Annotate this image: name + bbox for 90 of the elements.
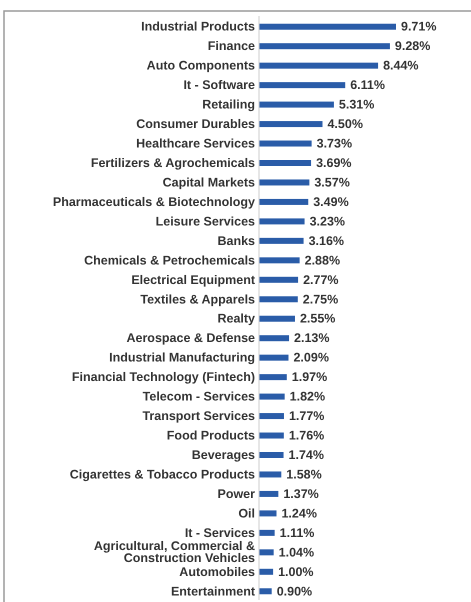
y-tick-label: Capital Markets (162, 175, 256, 190)
y-tick-label: Textiles & Apparels (140, 292, 256, 306)
y-tick-label: Power (217, 486, 256, 501)
y-tick-label: Entertainment (170, 584, 256, 598)
data-label: 5.31% (338, 98, 374, 112)
y-tick-label: Electrical Equipment (131, 272, 256, 287)
y-tick-label: Food Products (166, 428, 256, 443)
bar (259, 43, 390, 50)
y-tick-label: Telecom - Services (142, 390, 256, 404)
y-tick-label: Aerospace & Defense (126, 331, 256, 346)
bar (259, 316, 295, 322)
bar (259, 121, 322, 128)
data-label: 1.37% (283, 486, 319, 501)
data-label: 0.90% (276, 584, 312, 598)
y-tick-label: Automobiles (179, 564, 256, 579)
y-tick-label: Pharmaceuticals & Biotechnology (52, 194, 256, 209)
bar (259, 276, 298, 283)
bar (259, 471, 282, 478)
y-tick-label: Fertilizers & Agrochemicals (90, 156, 256, 170)
bar (259, 374, 287, 380)
data-label: 9.71% (401, 20, 436, 34)
y-tick-label: Leisure Services (156, 214, 256, 228)
bar (259, 432, 284, 439)
bar (259, 394, 285, 400)
data-label: 3.69% (316, 156, 352, 170)
data-label: 3.49% (313, 194, 349, 209)
y-tick-label: It - Services (184, 526, 256, 540)
data-label: 8.44% (383, 58, 419, 73)
y-tick-label: Industrial Manufacturing (109, 350, 255, 365)
bar (259, 179, 310, 186)
data-label: 6.11% (350, 78, 385, 92)
data-label: 1.04% (278, 545, 314, 560)
bar (259, 549, 274, 556)
y-tick-label: Chemicals & Petrochemicals (84, 253, 256, 268)
bar (259, 588, 272, 594)
bar (259, 82, 346, 88)
bar (259, 24, 396, 30)
bar (259, 238, 304, 244)
y-tick-label: Oil (238, 506, 255, 520)
data-label: 2.13% (294, 331, 330, 346)
data-label: 2.75% (302, 292, 338, 306)
data-label: 4.50% (327, 117, 363, 132)
bar (259, 198, 308, 205)
y-tick-label: It - Software (183, 78, 256, 92)
y-tick-label: Beverages (192, 448, 256, 462)
data-label: 2.88% (304, 253, 340, 268)
bar (259, 296, 298, 302)
data-label: 2.55% (300, 312, 336, 326)
bar (259, 218, 305, 224)
data-label: 1.00% (278, 564, 314, 579)
y-tick-label: Cigarettes & Tobacco Products (70, 467, 256, 482)
data-label: 2.77% (303, 272, 339, 287)
bar (259, 510, 276, 516)
y-tick-label: Retailing (202, 98, 255, 112)
bar (259, 490, 278, 497)
y-tick-label: Agricultural, Commercial & Construction Vehicles (94, 538, 256, 565)
data-label: 3.57% (314, 175, 350, 190)
bar (259, 102, 334, 108)
data-label: 1.74% (288, 448, 324, 462)
data-label: 1.97% (292, 370, 328, 384)
y-tick-label: Financial Technology (Fintech) (72, 370, 255, 384)
y-tick-label: Auto Components (146, 58, 256, 73)
bar (259, 413, 284, 420)
bar (259, 62, 378, 69)
data-label: 3.73% (316, 136, 352, 151)
bar (259, 568, 274, 575)
bar (259, 354, 288, 361)
data-label: 3.23% (310, 214, 346, 228)
bar (259, 140, 312, 147)
data-label: 3.16% (308, 234, 344, 248)
y-tick-label: Healthcare Services (136, 136, 256, 151)
y-tick-label: Industrial Products (141, 20, 256, 34)
data-label: 9.28% (394, 39, 430, 54)
data-label: 2.09% (293, 350, 329, 365)
data-label: 1.58% (286, 467, 322, 482)
y-tick-label: Consumer Durables (136, 117, 256, 132)
bar (259, 160, 312, 166)
bar (259, 335, 290, 342)
bar (259, 452, 284, 458)
data-label: 1.11% (280, 526, 314, 540)
y-tick-label: Realty (217, 312, 256, 326)
y-tick-label: Banks (217, 234, 256, 248)
data-label: 1.24% (281, 506, 317, 520)
y-tick-label: Transport Services (142, 409, 256, 424)
data-label: 1.76% (288, 428, 324, 443)
bar (259, 257, 300, 264)
bar (259, 530, 275, 536)
data-label: 1.82% (290, 390, 326, 404)
data-label: 1.77% (288, 409, 324, 424)
y-tick-label: Finance (208, 39, 256, 54)
